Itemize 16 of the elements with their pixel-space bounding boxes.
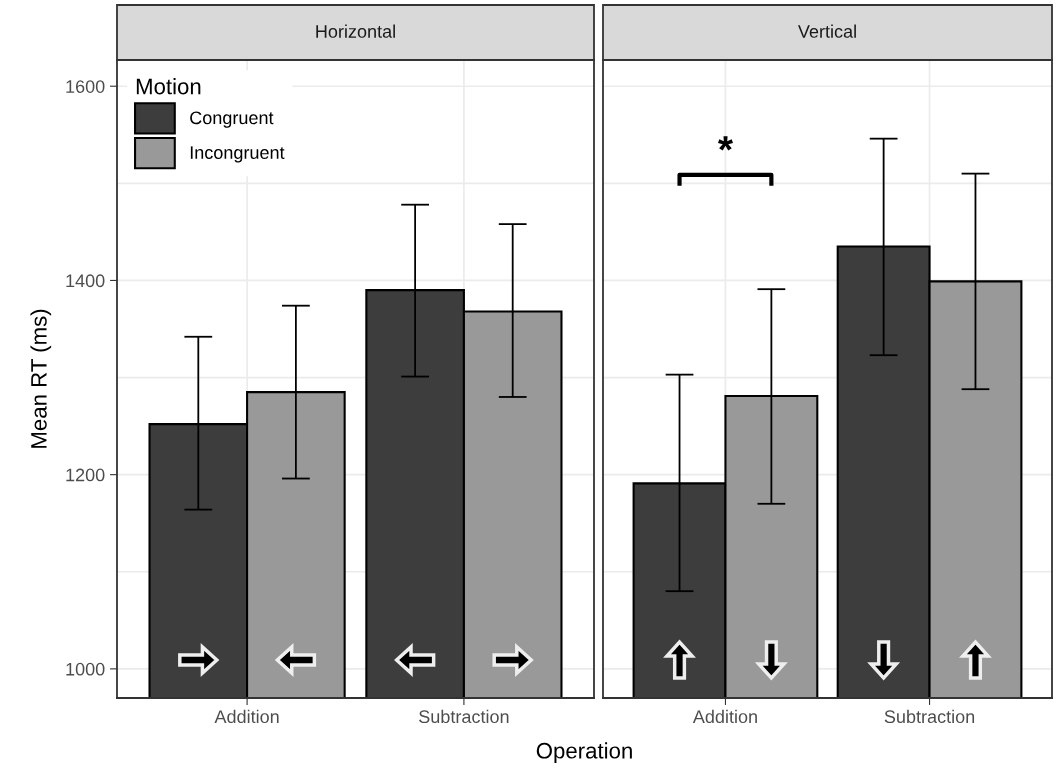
annotation: * [718,136,733,151]
y-tick-label: 1400 [66,274,105,288]
x-tick-label: Subtraction [419,709,509,724]
x-tick-label: Addition [214,709,279,724]
chart-title: Vertical [797,24,856,38]
y-tick-label: 1000 [66,662,105,676]
y-tick-label: 1600 [66,80,105,93]
x-axis-title: Operation [536,742,632,763]
legend-title: Motion [136,78,201,95]
legend-label: Incongruent [190,146,285,163]
legend-label: Congruent [190,111,274,128]
y-tick-label: 1200 [66,468,105,482]
y-axis-title: Mean RT (ms) [30,309,52,448]
chart-title: Horizontal [316,24,395,38]
x-tick-label: Addition [692,709,757,724]
x-tick-label: Subtraction [884,709,975,724]
